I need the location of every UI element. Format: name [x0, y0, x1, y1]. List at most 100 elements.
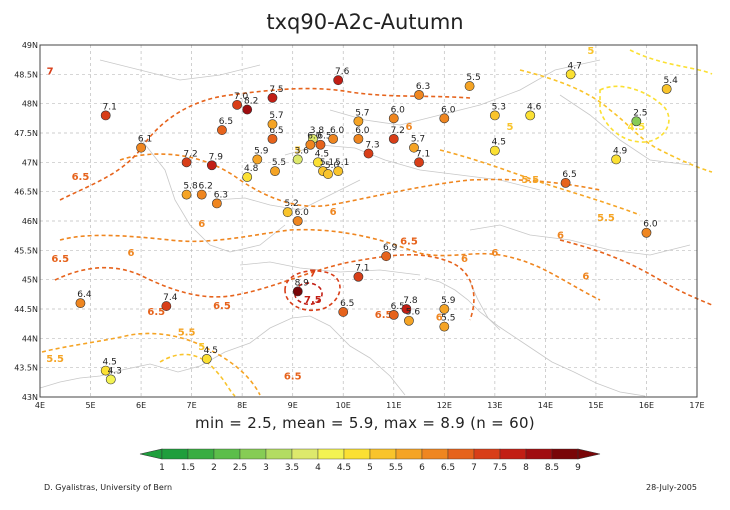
station: 6.2 [196, 182, 213, 200]
station-marker [464, 81, 475, 91]
station-marker [267, 133, 278, 144]
station-marker [292, 216, 303, 226]
contour-label: 7 [309, 269, 316, 280]
colorbar-segment [161, 448, 189, 460]
y-tick-label: 45N [22, 276, 38, 285]
station: 6.3 [414, 82, 430, 100]
station: 6.3 [211, 190, 228, 209]
station: 6.0 [305, 132, 322, 150]
station-marker [338, 307, 349, 317]
station: 3.6 [292, 146, 309, 165]
station-value-label: 4.9 [613, 146, 628, 156]
station-value-label: 5.6 [406, 308, 421, 318]
station: 5.5 [270, 158, 286, 177]
station: 2.5 [631, 108, 648, 127]
contour-5-east [519, 69, 713, 173]
station-value-label: 4.8 [244, 164, 259, 174]
station: 7.2 [181, 149, 198, 168]
colorbar-label: 4 [315, 463, 321, 473]
colorbar-segment [291, 448, 319, 460]
station-marker [439, 304, 450, 314]
station: 6.0 [353, 126, 370, 144]
station: 7.1 [100, 102, 117, 121]
contour-5.5-east [439, 149, 641, 216]
station-value-label: 5.4 [664, 76, 679, 86]
station-value-label: 4.5 [492, 138, 506, 148]
station-marker [292, 154, 303, 165]
colorbar-label: 4.5 [337, 463, 351, 473]
contour-label: 5 [507, 122, 514, 133]
y-tick-label: 43.5N [14, 364, 38, 373]
station: 7.1 [414, 149, 430, 168]
station-marker [305, 139, 316, 150]
station-value-label: 7.1 [355, 264, 369, 274]
border-swiss-italy [214, 179, 361, 211]
station-marker [560, 177, 571, 188]
station: 4.5 [100, 358, 117, 376]
station-value-label: 8.9 [295, 278, 310, 288]
contour-label: 5 [198, 342, 205, 353]
y-tick-label: 47N [22, 158, 38, 167]
station: 4.9 [611, 146, 628, 165]
colorbar-segment [187, 448, 215, 460]
station-value-label: 4.5 [315, 149, 329, 159]
station-value-label: 7.1 [416, 149, 430, 159]
colorbar-max-arrow [577, 448, 601, 460]
station-marker [414, 89, 424, 100]
colorbar-min-arrow [139, 448, 163, 460]
station: 7.9 [206, 152, 224, 171]
x-tick-label: 15E [588, 401, 603, 410]
station: 6.0 [328, 126, 345, 144]
station-marker [161, 301, 172, 311]
station-value-label: 5.2 [284, 199, 298, 209]
station-value-label: 3.8 [310, 126, 325, 136]
contour-5-west [159, 353, 236, 397]
colorbar-label: 2 [211, 463, 217, 473]
colorbar-segment [525, 448, 553, 460]
station-marker [489, 145, 500, 156]
station-value-label: 7.4 [163, 293, 178, 303]
x-tick-label: 13E [487, 401, 502, 410]
contour-label: 6 [461, 254, 468, 265]
station-value-label: 7.5 [269, 85, 283, 95]
station-marker [611, 154, 622, 165]
x-tick-label: 14E [538, 401, 553, 410]
station-marker [381, 251, 392, 262]
station-value-label: 6.4 [77, 290, 92, 300]
x-tick-label: 6E [136, 401, 146, 410]
colorbar-segment [343, 448, 371, 460]
station: 7.6 [333, 67, 350, 86]
y-tick-label: 46.5N [14, 188, 38, 197]
station-value-label: 5.7 [411, 135, 425, 145]
station-marker [353, 116, 364, 127]
station: 5.2 [282, 199, 299, 218]
x-tick-label: 8E [237, 401, 247, 410]
border-slovenia [469, 224, 691, 256]
station-marker [75, 298, 86, 309]
contour-label: 4.5 [627, 122, 645, 133]
contour-label: 5.5 [597, 213, 615, 224]
colorbar-segment [213, 448, 241, 460]
contour-7.5-loop [294, 282, 323, 306]
station: 6.1 [136, 135, 152, 153]
station-marker [267, 92, 278, 103]
station-value-label: 6.5 [391, 302, 405, 312]
colorbar-segment [265, 448, 293, 460]
station: 8.2 [242, 97, 258, 115]
station-value-label: 6.5 [562, 170, 576, 180]
station-marker [333, 166, 344, 177]
station: 6.0 [292, 208, 309, 226]
contour-label: 6 [198, 219, 205, 230]
colorbar-segment [447, 448, 475, 460]
station: 6.4 [75, 290, 92, 309]
adriatic-east-coast [469, 281, 501, 331]
y-tick-label: 44N [22, 334, 38, 343]
station-value-label: 7.1 [103, 102, 117, 112]
plot-frame [39, 44, 698, 398]
station-value-label: 7.2 [391, 126, 405, 136]
station-value-label: 5.5 [441, 314, 455, 324]
station-value-label: 7.9 [209, 152, 224, 162]
station-marker [631, 116, 642, 127]
contour-label: 5.5 [46, 354, 64, 365]
